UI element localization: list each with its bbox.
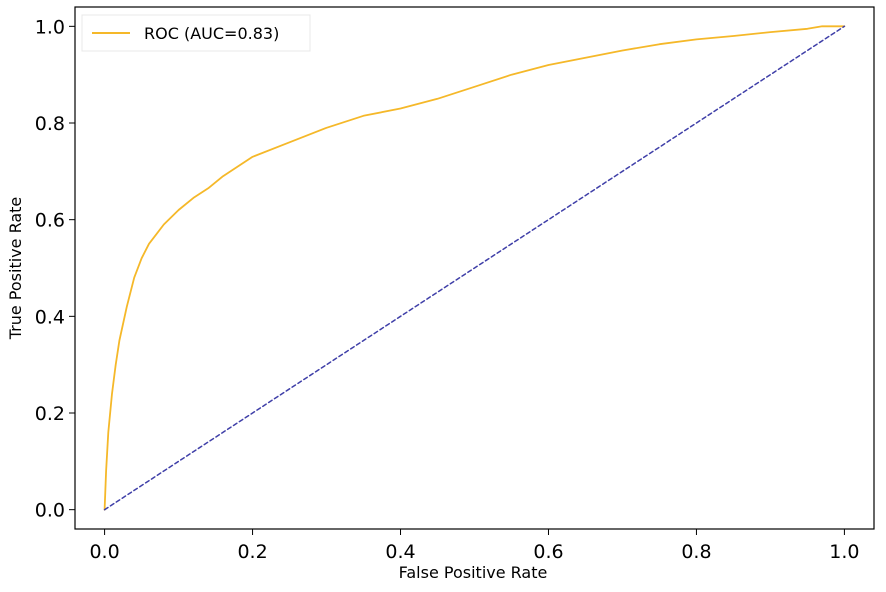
plot-frame [74,6,875,530]
x-tick-label: 0.2 [237,541,267,563]
x-tick-label: 0.8 [681,541,711,563]
y-tick-label: 0.6 [35,210,65,232]
random-baseline-line [103,25,846,511]
x-tick-label: 0.0 [89,541,119,563]
y-tick-label: 0.0 [35,500,65,522]
x-tick-label: 0.4 [385,541,415,563]
roc-curve-line [103,25,846,511]
y-tick-label: 0.4 [35,306,65,328]
series-layer [103,25,846,511]
x-axis-label: False Positive Rate [399,563,548,582]
legend: ROC (AUC=0.83) [81,14,311,52]
y-axis-ticks: 0.0 0.2 0.4 0.6 0.8 1.0 [35,16,75,522]
plot-area-border [74,6,875,530]
y-tick-label: 0.2 [35,403,65,425]
y-tick-label: 0.8 [35,113,65,135]
x-tick-label: 1.0 [829,541,859,563]
y-axis-label: True Positive Rate [6,197,25,341]
x-tick-label: 0.6 [533,541,563,563]
x-axis-ticks: 0.0 0.2 0.4 0.6 0.8 1.0 [89,529,860,563]
y-tick-label: 1.0 [35,16,65,38]
legend-label-roc: ROC (AUC=0.83) [144,24,279,43]
